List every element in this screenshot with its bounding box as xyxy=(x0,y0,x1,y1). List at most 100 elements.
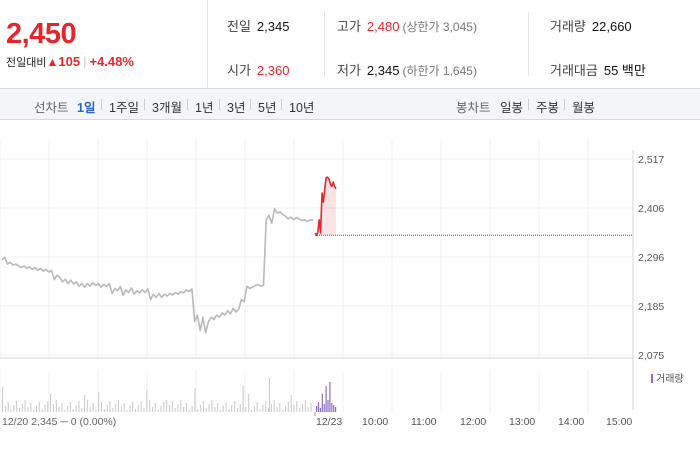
stat-open: 시가 2,360 xyxy=(227,60,289,79)
volume-bar xyxy=(89,407,91,412)
volume-bar xyxy=(21,404,23,412)
volume-bar xyxy=(171,401,173,412)
volume-bar xyxy=(169,405,170,412)
volume-bar xyxy=(202,401,204,412)
volume-bar xyxy=(219,410,221,412)
volume-bar xyxy=(52,404,54,412)
volume-bar xyxy=(120,407,122,412)
volume-bar xyxy=(112,408,114,412)
volume-bar xyxy=(265,401,267,412)
x-tick-label: 14:00 xyxy=(558,416,584,428)
chart-period-tabs: 선차트 1일 1주일 3개월 1년 3년 5년 10년 봉차트 일봉 주봉 월봉 xyxy=(0,89,700,120)
volume-bar xyxy=(285,406,286,412)
today-price-line xyxy=(314,176,337,237)
divider xyxy=(144,99,145,110)
volume-bar xyxy=(140,401,142,412)
volume-bar xyxy=(149,400,151,412)
volume-bar xyxy=(256,402,258,412)
volume-bar xyxy=(146,390,148,412)
tab-daily-candle[interactable]: 일봉 xyxy=(500,101,524,115)
volume-bar xyxy=(118,400,119,412)
candle-chart-label: 봉차트 xyxy=(456,101,491,115)
tab-10year[interactable]: 10년 xyxy=(289,101,315,115)
volume-bar xyxy=(50,394,52,412)
volume-bar xyxy=(302,404,303,412)
volume-bar-today xyxy=(329,382,331,412)
volume-legend-swatch xyxy=(651,374,653,383)
volume-bars xyxy=(2,378,337,412)
volume-bar xyxy=(152,407,153,412)
y-tick-label: 2,406 xyxy=(638,203,664,215)
volume-bar xyxy=(103,409,105,412)
quote-header: 2,450 전일대비▲105 | +4.48% 전일 2,345 시가 2,360 고가… xyxy=(0,0,700,89)
y-tick-label: 2,296 xyxy=(638,252,664,264)
tab-monthly-candle[interactable]: 월봉 xyxy=(572,101,596,115)
volume-bar xyxy=(69,402,71,412)
volume-bar xyxy=(279,403,281,412)
volume-bar xyxy=(174,408,176,412)
tab-3month[interactable]: 3개월 xyxy=(152,101,182,115)
volume-bar xyxy=(160,406,162,412)
divider xyxy=(528,99,529,110)
tab-1week[interactable]: 1주일 xyxy=(109,101,139,115)
stat-value: 2,360 xyxy=(256,63,290,78)
divider xyxy=(187,99,188,110)
divider xyxy=(219,99,220,110)
tab-5year[interactable]: 5년 xyxy=(258,101,277,115)
volume-bar xyxy=(135,409,136,412)
volume-bar-today xyxy=(323,404,325,412)
stat-value: 2,480 xyxy=(366,19,400,34)
volume-bar xyxy=(270,404,272,412)
y-tick-label: 2,517 xyxy=(638,154,664,166)
volume-bar xyxy=(7,402,9,412)
volume-bar xyxy=(304,400,306,412)
divider xyxy=(564,99,565,110)
stat-label: 시가 xyxy=(227,63,251,78)
volume-bar xyxy=(276,407,278,412)
y-axis-labels: 2,517 2,406 2,296 2,185 2,075 xyxy=(638,154,664,362)
volume-bar xyxy=(225,402,227,412)
chart-grid xyxy=(0,140,633,412)
tab-3year[interactable]: 3년 xyxy=(227,101,246,115)
divider xyxy=(281,99,282,110)
volume-bar xyxy=(101,402,102,412)
change-label: 전일대비 xyxy=(6,57,47,69)
volume-bar xyxy=(282,410,284,412)
tab-weekly-candle[interactable]: 주봉 xyxy=(536,101,560,115)
volume-bar xyxy=(310,403,312,412)
volume-bar xyxy=(222,406,224,412)
volume-bar xyxy=(262,405,264,412)
x-tick-label: 15:00 xyxy=(606,416,632,428)
volume-bar-today xyxy=(321,394,323,412)
volume-bar xyxy=(36,406,37,412)
stat-value: 22,660 xyxy=(591,19,632,34)
price-chart[interactable]: 2,517 2,406 2,296 2,185 2,075 12/23 10:00 11:0… xyxy=(0,120,700,450)
volume-bar xyxy=(157,410,159,412)
volume-bar xyxy=(208,404,210,412)
volume-bar xyxy=(41,409,43,412)
volume-bar-today xyxy=(335,407,337,412)
y-tick-label: 2,075 xyxy=(638,350,664,362)
volume-bar xyxy=(290,395,292,412)
y-tick-label: 2,185 xyxy=(638,301,664,313)
volume-bar xyxy=(269,378,270,412)
volume-bar xyxy=(67,406,69,412)
x-tick-label: 12:00 xyxy=(460,416,486,428)
volume-bar xyxy=(129,406,131,412)
volume-bar xyxy=(248,394,250,412)
stat-value: 2,345 xyxy=(366,63,400,78)
tab-1year[interactable]: 1년 xyxy=(195,101,214,115)
volume-bar xyxy=(13,405,15,412)
current-price: 2,450 xyxy=(6,18,77,50)
volume-bar xyxy=(143,408,145,412)
volume-bar xyxy=(27,407,29,412)
volume-bar xyxy=(242,386,244,412)
volume-bar xyxy=(115,404,117,412)
volume-bar xyxy=(106,405,108,412)
divider xyxy=(250,99,251,110)
x-tick-label: 11:00 xyxy=(411,416,437,428)
x-tick-label: 13:00 xyxy=(509,416,535,428)
volume-bar-today xyxy=(316,406,318,412)
line-chart-label: 선차트 xyxy=(34,101,69,115)
tab-1day[interactable]: 1일 xyxy=(77,101,96,115)
